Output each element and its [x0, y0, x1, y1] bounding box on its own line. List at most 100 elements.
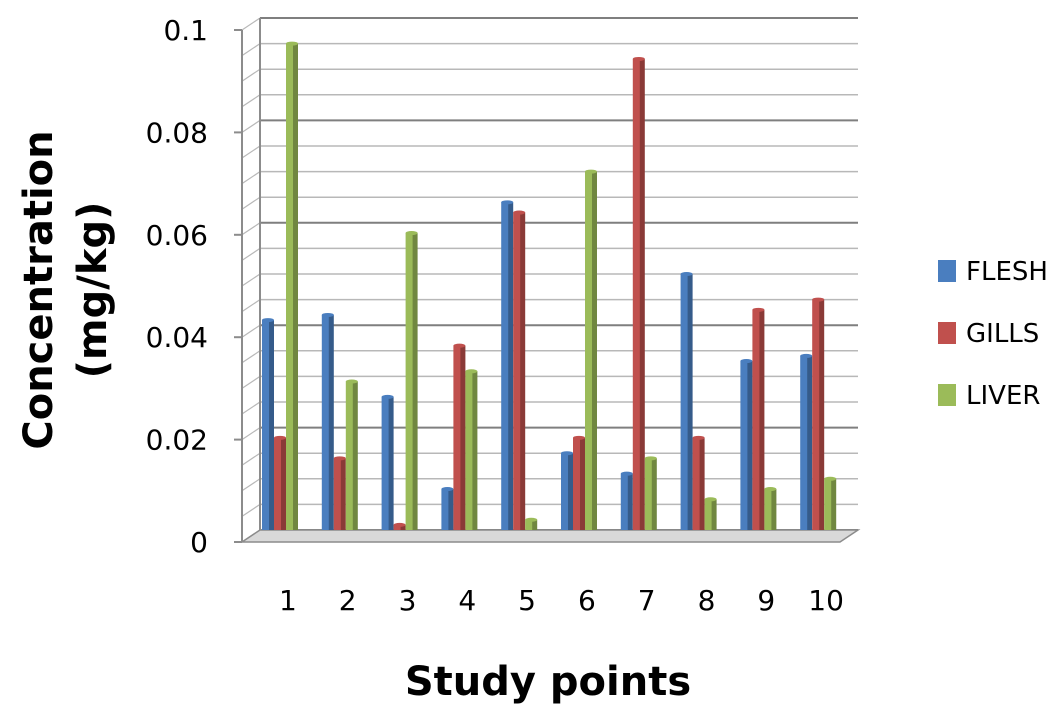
- bar-flesh-5: [501, 200, 514, 530]
- bar-top: [812, 297, 825, 302]
- legend-swatch-gills: [938, 322, 956, 344]
- bar-front: [441, 489, 450, 530]
- bar-side: [400, 524, 406, 530]
- side-gridline: [241, 401, 261, 415]
- legend-label-liver: LIVER: [966, 381, 1040, 411]
- bar-side: [819, 299, 825, 530]
- gridlines: [241, 17, 858, 543]
- bar-liver-8: [704, 497, 717, 530]
- bar-front: [501, 202, 510, 530]
- side-gridline: [241, 324, 261, 338]
- bar-liver-4: [465, 369, 478, 530]
- bar-side: [448, 489, 454, 530]
- bar-front: [513, 212, 522, 530]
- y-tick-label: 0: [190, 526, 208, 559]
- x-tick-label: 7: [638, 584, 656, 617]
- bar-front: [585, 171, 593, 530]
- chart-floor: [239, 529, 861, 543]
- bar-liver-1: [286, 41, 298, 530]
- bar-gills-4: [453, 343, 466, 530]
- legend-label-flesh: FLESH: [966, 257, 1048, 287]
- bar-top: [704, 497, 717, 502]
- y-tick-label: 0.1: [163, 14, 208, 47]
- bar-front: [632, 58, 641, 531]
- bar-top: [465, 369, 478, 374]
- x-tick-label: 10: [808, 584, 844, 617]
- bar-top: [585, 169, 597, 174]
- legend-swatch-flesh: [938, 260, 956, 282]
- side-gridline: [241, 375, 261, 389]
- bar-side: [328, 314, 334, 530]
- bar-side: [759, 309, 765, 530]
- bar-front: [800, 355, 809, 530]
- bar-gills-8: [692, 435, 705, 530]
- bar-side: [568, 453, 573, 530]
- bar-top: [620, 471, 633, 476]
- bar-side: [340, 458, 346, 530]
- bar-side: [711, 499, 717, 530]
- bar-top: [740, 359, 753, 364]
- y-tick-label: 0.02: [146, 424, 208, 457]
- bar-front: [812, 299, 821, 530]
- side-gridline: [241, 299, 261, 313]
- bar-front: [262, 320, 270, 530]
- bar-top: [453, 343, 466, 348]
- bar-gills-1: [274, 435, 286, 530]
- bar-top: [800, 353, 813, 358]
- side-gridline: [241, 94, 261, 108]
- bar-gills-6: [573, 435, 585, 530]
- bar-front: [561, 453, 569, 530]
- bar-flesh-8: [680, 272, 693, 530]
- bar-side: [269, 320, 274, 530]
- x-tick-label: 2: [339, 584, 357, 617]
- y-tick-label: 0.08: [146, 116, 208, 149]
- y-axis-label-line-2: (mg/kg): [70, 202, 116, 379]
- bar-side: [651, 458, 657, 530]
- x-tick-label: 3: [399, 584, 417, 617]
- bar-top: [381, 394, 394, 399]
- bar-front: [692, 437, 701, 530]
- y-tick-labels: 0 0.02 0.04 0.06 0.08 0.1: [146, 14, 242, 559]
- bar-side: [460, 345, 466, 530]
- bar-side: [293, 43, 298, 530]
- bar-side: [687, 274, 693, 530]
- side-gridline: [241, 427, 261, 441]
- x-tick-label: 6: [578, 584, 596, 617]
- bar-flesh-3: [381, 394, 394, 530]
- side-gridline: [241, 247, 261, 261]
- bar-liver-9: [764, 487, 777, 530]
- bars: [262, 41, 837, 531]
- bar-front: [740, 361, 749, 530]
- x-tick-label: 4: [458, 584, 476, 617]
- bar-gills-7: [632, 56, 645, 531]
- legend: FLESH GILLS LIVER: [938, 257, 1048, 411]
- side-gridline: [241, 478, 261, 492]
- bar-front: [465, 371, 474, 530]
- bar-top: [561, 451, 573, 456]
- side-gridline: [241, 119, 261, 133]
- bar-top: [824, 476, 837, 481]
- bar-side: [592, 171, 597, 530]
- side-gridline: [241, 273, 261, 287]
- bar-top: [680, 272, 693, 276]
- y-tick-label: 0.06: [146, 219, 208, 252]
- side-gridline: [241, 222, 261, 236]
- bar-top: [405, 231, 418, 236]
- bar-front: [764, 489, 773, 530]
- legend-swatch-liver: [938, 384, 956, 406]
- bar-top: [513, 210, 526, 215]
- bar-top: [692, 435, 705, 440]
- axes: [239, 18, 861, 543]
- y-tick-label: 0.04: [146, 321, 208, 354]
- bar-top: [573, 435, 585, 440]
- side-gridline: [241, 43, 261, 57]
- x-tick-label: 1: [279, 584, 297, 617]
- bar-flesh-9: [740, 359, 753, 530]
- bar-gills-3: [393, 522, 406, 530]
- legend-label-gills: GILLS: [966, 319, 1039, 349]
- bar-gills-9: [752, 307, 765, 530]
- bar-front: [644, 458, 653, 530]
- bar-top: [525, 517, 538, 522]
- bar-side: [747, 361, 753, 530]
- bar-front: [453, 345, 462, 530]
